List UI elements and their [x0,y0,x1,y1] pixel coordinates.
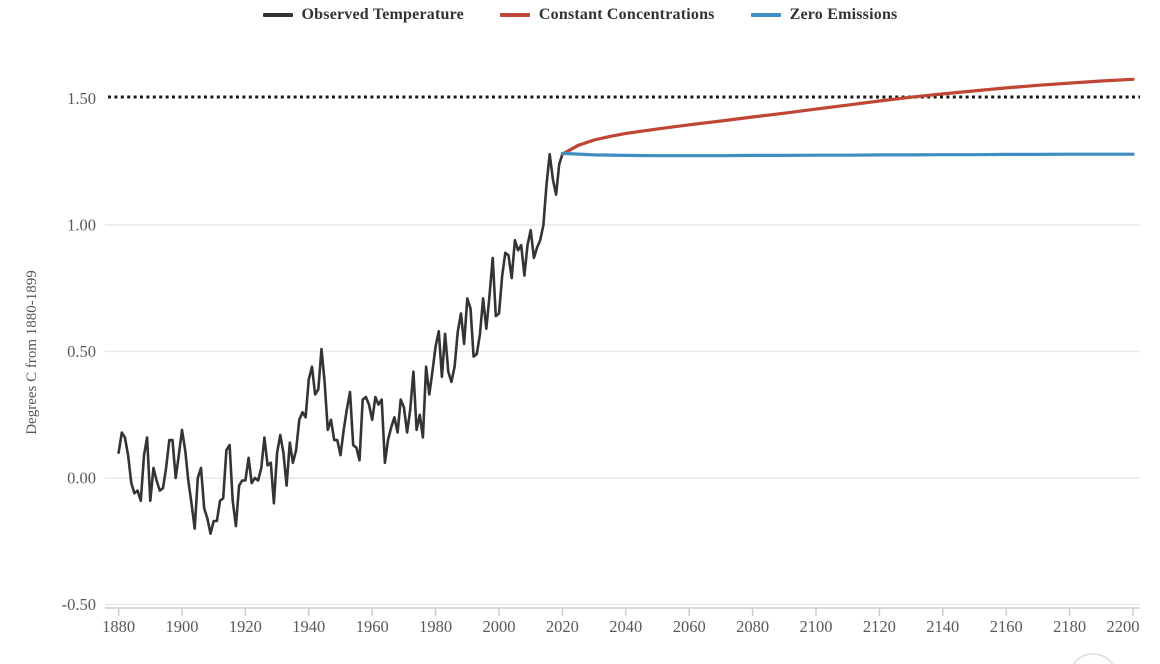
x-tick-label: 2140 [926,617,959,636]
observed-temperature-line [117,152,564,535]
legend-item-zero-emissions[interactable]: Zero Emissions [750,6,898,24]
observed-temperature-line-swatch-icon [262,13,293,17]
constant-concentrations-line-swatch-icon [499,13,530,17]
x-tick-label: 2200 [1107,617,1140,636]
x-tick-label: 1880 [102,617,135,636]
x-tick-label: 1980 [419,617,452,636]
y-tick-label: 0.00 [67,469,96,488]
zero-emissions-line-swatch-icon [750,13,781,17]
y-tick-label: 1.50 [67,89,96,108]
legend-item-constant-concentrations[interactable]: Constant Concentrations [499,6,715,24]
x-tick-label: 1960 [356,617,389,636]
legend-label-zero-emissions: Zero Emissions [789,6,898,23]
x-tick-label: 2020 [546,617,579,636]
x-tick-label: 2040 [609,617,642,636]
legend-label-constant-concentrations: Constant Concentrations [538,6,715,23]
x-tick-label: 1940 [292,617,325,636]
x-tick-label: 2160 [990,617,1023,636]
x-tick-label: 2080 [736,617,769,636]
y-tick-label: 1.00 [67,216,96,235]
x-tick-label: 2000 [483,617,516,636]
x-tick-label: 2120 [863,617,896,636]
legend-label-observed-temperature: Observed Temperature [301,6,464,23]
x-tick-label: 1900 [166,617,199,636]
x-tick-label: 2180 [1053,617,1086,636]
x-tick-label: 2060 [673,617,706,636]
zero-emissions-line [560,151,1135,158]
legend-item-observed-temperature[interactable]: Observed Temperature [262,6,464,24]
corner-circle-button[interactable] [1069,653,1117,664]
legend: Observed Temperature Constant Concentrat… [0,6,1160,24]
y-tick-label: 0.50 [67,342,96,361]
constant-concentrations-line [560,77,1135,156]
x-tick-label: 1920 [229,617,262,636]
y-tick-label: -0.50 [62,595,96,614]
x-tick-label: 2100 [800,617,833,636]
